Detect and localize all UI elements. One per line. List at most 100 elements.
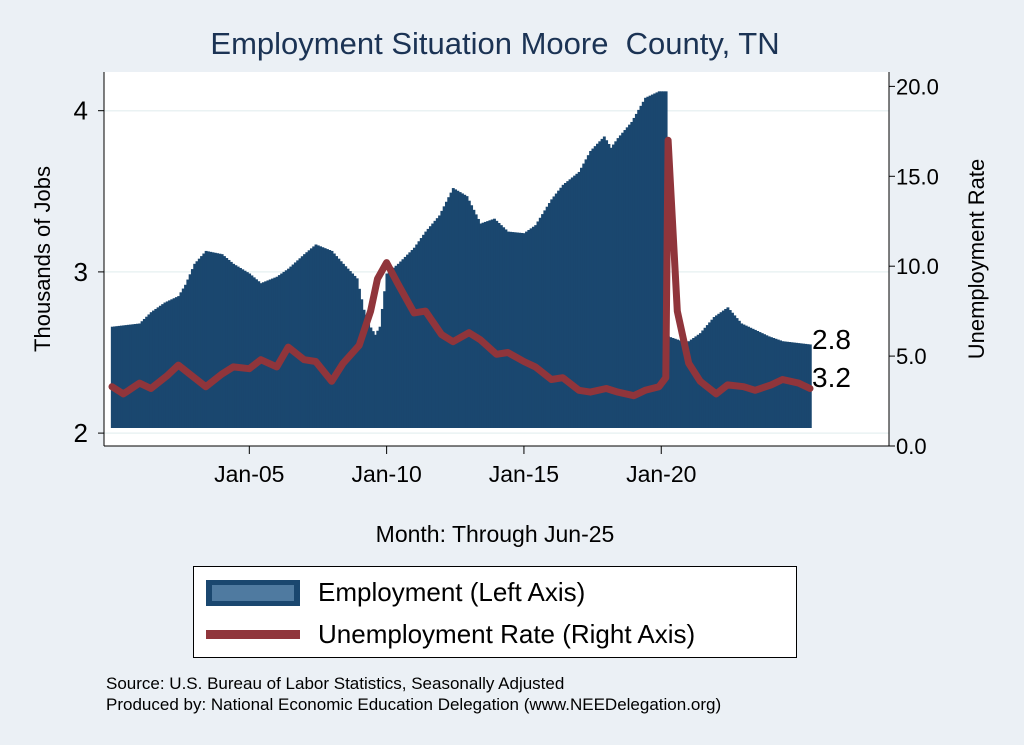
employment-end-label: 2.8 — [812, 324, 851, 355]
employment-bar — [458, 192, 462, 428]
legend-label-unemployment: Unemployment Rate (Right Axis) — [318, 619, 696, 649]
x-axis-title: Month: Through Jun-25 — [375, 521, 615, 547]
employment-bar — [568, 179, 572, 428]
employment-bar — [417, 241, 421, 428]
legend-item-employment: Employment (Left Axis) — [206, 577, 585, 608]
employment-bar — [575, 173, 579, 428]
employment-bar — [554, 193, 558, 428]
employment-bar — [410, 250, 414, 428]
employment-bar — [218, 253, 222, 428]
employment-bar — [612, 144, 615, 429]
employment-bar — [577, 171, 581, 428]
employment-bar — [241, 269, 245, 428]
employment-bar — [250, 275, 254, 428]
employment-bar — [472, 209, 476, 428]
employment-bar — [488, 220, 492, 428]
employment-bar — [264, 281, 268, 428]
employment-bar — [163, 302, 167, 428]
employment-bar — [634, 113, 638, 429]
employment-bar — [408, 252, 412, 428]
employment-bar — [751, 328, 755, 428]
employment-bar — [197, 258, 201, 428]
employment-bar — [465, 196, 469, 428]
employment-bar — [188, 274, 192, 428]
employment-bar — [653, 93, 657, 428]
employment-bar — [206, 251, 210, 428]
employment-bar — [154, 308, 158, 428]
employment-bar — [225, 258, 229, 428]
employment-bar — [703, 327, 707, 428]
employment-bar — [126, 324, 130, 428]
employment-bar — [209, 251, 213, 428]
employment-bar — [541, 214, 544, 428]
employment-bar — [509, 231, 512, 428]
employment-bar — [705, 325, 709, 428]
employment-bar — [655, 92, 659, 428]
employment-bar — [239, 267, 242, 428]
employment-bar — [788, 342, 792, 428]
employment-bar — [525, 231, 528, 428]
employment-bar — [518, 232, 522, 428]
employment-bar — [243, 270, 247, 428]
employment-bar — [685, 342, 689, 428]
employment-bar — [740, 323, 744, 428]
employment-bar — [687, 341, 691, 428]
employment-bar — [325, 249, 329, 428]
employment-bar — [529, 228, 533, 428]
employment-bar — [639, 105, 643, 428]
employment-bar — [637, 109, 641, 429]
employment-bar — [731, 312, 734, 428]
employment-bar — [200, 256, 203, 428]
employment-bar — [422, 234, 425, 428]
employment-bar — [605, 140, 609, 428]
source-line: Source: U.S. Bureau of Labor Statistics,… — [106, 674, 565, 693]
employment-bar — [168, 300, 171, 428]
employment-bar — [456, 190, 460, 428]
employment-bar — [232, 263, 236, 428]
employment-bar — [497, 222, 501, 428]
employment-bar — [648, 95, 652, 428]
left-tick-label: 2 — [74, 418, 88, 448]
legend: Employment (Left Axis) Unemployment Rate… — [193, 566, 797, 658]
employment-bar — [204, 250, 208, 428]
employment-bar — [483, 221, 487, 428]
unemployment-end-label: 3.2 — [812, 362, 851, 393]
employment-bar — [277, 275, 281, 428]
employment-bar — [666, 336, 670, 428]
employment-bar — [261, 282, 265, 428]
employment-bar — [138, 323, 142, 428]
employment-bar — [399, 261, 403, 428]
employment-bar — [321, 247, 325, 428]
right-axis-title: Unemployment Rate — [964, 159, 989, 360]
employment-bar — [390, 269, 393, 428]
employment-bar — [547, 203, 551, 428]
employment-bar — [609, 147, 613, 428]
employment-bar — [534, 225, 538, 428]
legend-item-unemployment: Unemployment Rate (Right Axis) — [206, 619, 695, 650]
employment-bar — [195, 261, 199, 428]
employment-bar — [467, 200, 471, 428]
employment-bar — [234, 265, 238, 428]
employment-bar — [380, 308, 384, 428]
employment-bar — [385, 273, 389, 428]
employment-bar — [293, 262, 297, 428]
employment-bar — [291, 264, 295, 428]
employment-bar — [362, 309, 366, 428]
chart-title: Employment Situation Moore County, TN — [210, 26, 780, 61]
employment-bar — [463, 194, 467, 428]
employment-bar — [401, 259, 405, 428]
employment-bar — [142, 318, 146, 428]
employment-bar — [493, 218, 496, 428]
employment-bar — [129, 324, 133, 428]
employment-bar — [252, 277, 256, 428]
employment-bar — [481, 222, 485, 428]
employment-bar — [300, 256, 304, 428]
employment-bar — [474, 214, 478, 428]
employment-bar — [193, 263, 197, 428]
employment-bar — [538, 217, 542, 428]
employment-bar — [216, 253, 220, 428]
employment-bar — [165, 301, 169, 428]
employment-bar — [328, 250, 332, 428]
employment-bar — [113, 326, 117, 428]
employment-bar — [531, 226, 535, 428]
